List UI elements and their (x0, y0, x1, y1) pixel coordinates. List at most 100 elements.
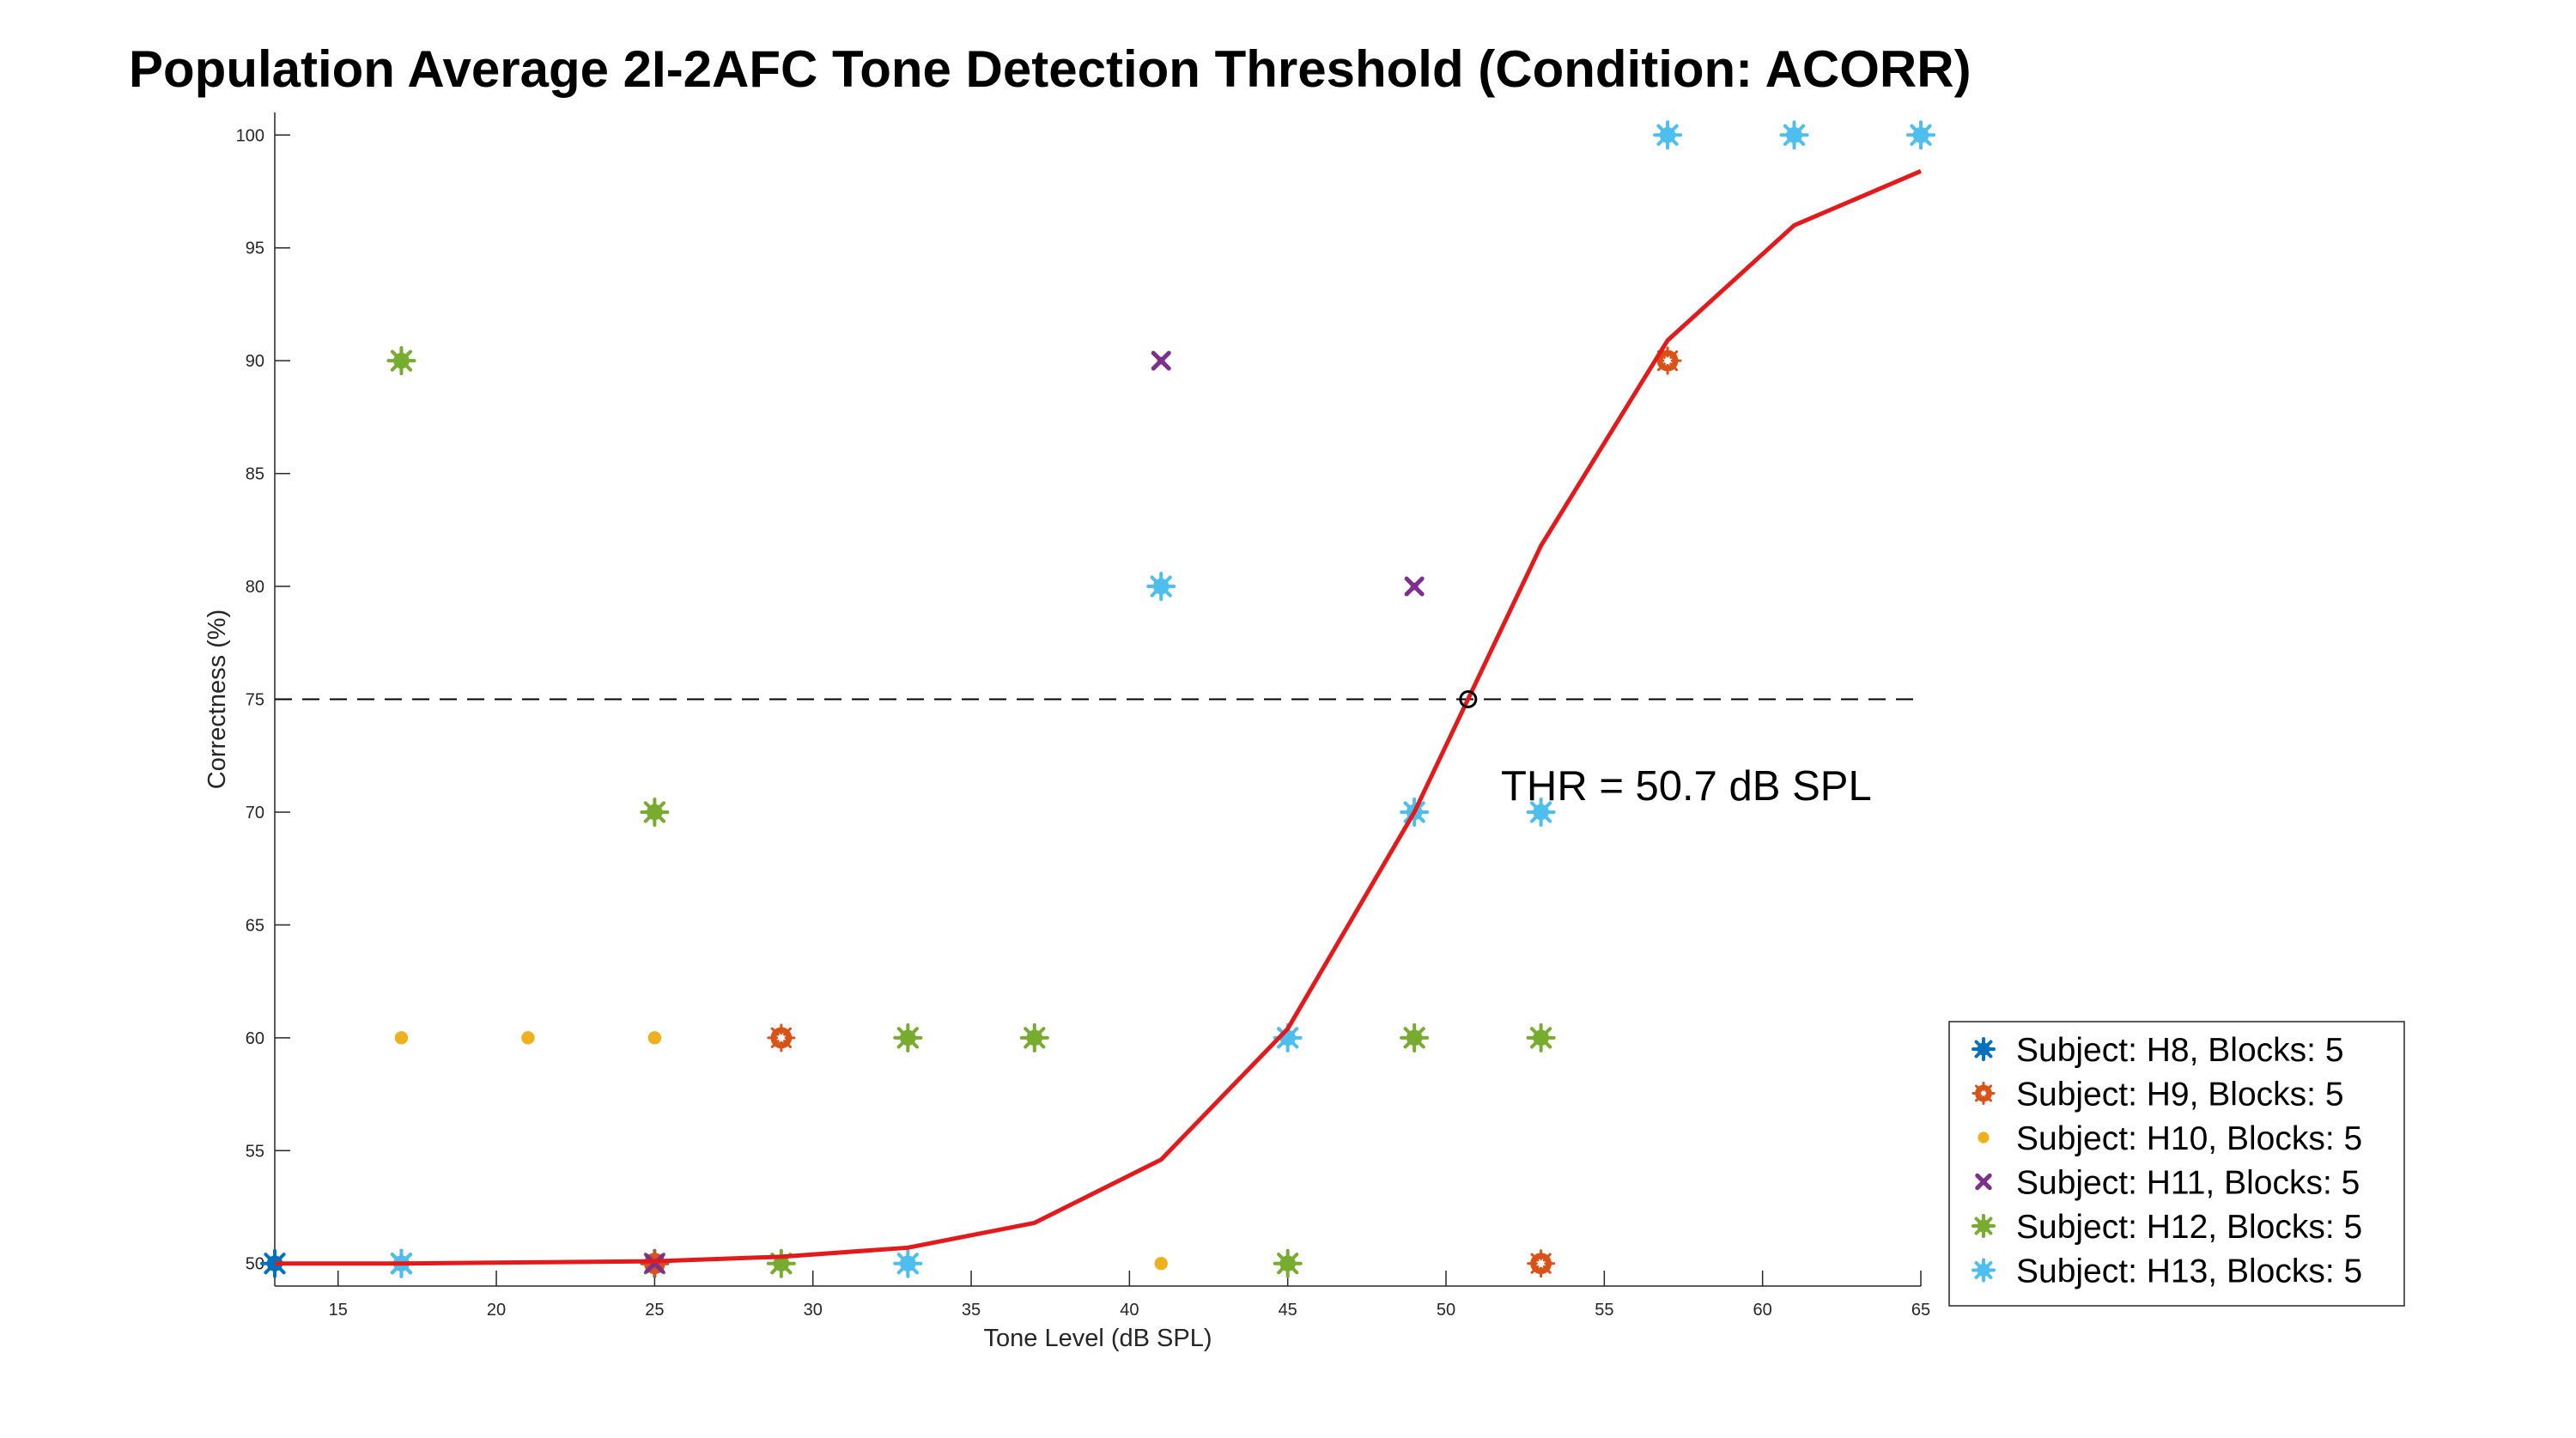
data-point (647, 1031, 662, 1045)
y-tick-label: 85 (246, 465, 264, 484)
marker-cross-core (1410, 582, 1419, 591)
legend-marker (1971, 1037, 1996, 1061)
x-tick-label: 45 (1279, 1301, 1297, 1320)
data-point (893, 1022, 923, 1053)
marker-spoke (783, 1040, 792, 1048)
annotations: THR = 50.7 dB SPL (1459, 690, 1872, 810)
legend-marker (1971, 1214, 1996, 1238)
marker-star-ray (1982, 1040, 1993, 1051)
legend[interactable]: Subject: H8, Blocks: 5 Subject: H9, Block… (1948, 1021, 2405, 1307)
y-tick-label: 80 (246, 578, 264, 597)
series-3-points (394, 1031, 1168, 1271)
y-tick-label: 65 (246, 916, 264, 935)
marker-dot (1154, 1257, 1168, 1271)
data-point (1154, 1257, 1168, 1271)
marker-spoke (1530, 1265, 1540, 1274)
threshold-marker (1459, 690, 1478, 708)
series-4-points (644, 350, 1425, 1274)
data-points (260, 120, 1935, 1278)
x-tick-label: 15 (329, 1301, 348, 1320)
y-tick-label: 70 (246, 804, 264, 822)
marker-star-ray (1285, 1027, 1299, 1040)
y-tick-label: 90 (246, 352, 264, 371)
legend-marker (1975, 1173, 1992, 1191)
marker-spoke (1669, 350, 1679, 359)
series-5-points (386, 346, 1556, 1278)
marker-star-ray (906, 1253, 919, 1265)
legend-entry: Subject: H10, Blocks: 5 (2016, 1120, 2362, 1157)
data-point (766, 1248, 796, 1278)
marker-star-ray (399, 349, 413, 363)
threshold-label: THR = 50.7 dB SPL (1501, 763, 1872, 810)
x-tick-label: 60 (1753, 1301, 1772, 1320)
chart-title: Population Average 2I-2AFC Tone Detectio… (129, 40, 1971, 98)
marker-spoke (770, 1027, 780, 1036)
marker-cross-core (1157, 356, 1165, 365)
legend-marker (1971, 1082, 1996, 1105)
data-point (1404, 576, 1425, 597)
data-point (1906, 120, 1935, 150)
marker-star-ray (906, 1027, 919, 1040)
marker-spoke (1530, 1253, 1540, 1262)
marker-spoke (770, 1040, 780, 1048)
marker-star-ray (1982, 1261, 1993, 1272)
legend-entry: Subject: H9, Blocks: 5 (2016, 1077, 2344, 1113)
marker-cross-core (1980, 1178, 1987, 1186)
marker-star-ray (1285, 1253, 1299, 1265)
marker-spoke (1975, 1084, 1983, 1093)
legend-entry: Subject: H8, Blocks: 5 (2016, 1032, 2344, 1069)
data-point (1527, 1249, 1556, 1278)
fit-curve-layer (275, 169, 1922, 1266)
data-point (386, 346, 416, 376)
series-2-points (640, 346, 1682, 1278)
marker-spoke (1656, 362, 1666, 372)
marker-spoke (1542, 1253, 1552, 1262)
series-6-points (386, 120, 1935, 1278)
legend-marker (1978, 1132, 1990, 1144)
marker-star-ray (1919, 124, 1932, 137)
marker-star-ray (1539, 801, 1552, 814)
data-point (1779, 120, 1809, 150)
data-point (1146, 572, 1176, 602)
marker-star-ray (1539, 1027, 1552, 1040)
marker-spoke (1669, 362, 1679, 372)
marker-dot (647, 1031, 662, 1045)
y-axis-label: Correctness (%) (204, 610, 231, 790)
y-tick-label: 60 (246, 1029, 264, 1048)
y-tick-label: 100 (236, 126, 264, 145)
data-point (1273, 1248, 1303, 1278)
marker-star-ray (1792, 124, 1806, 137)
x-tick-label: 50 (1437, 1301, 1455, 1320)
y-tick-label: 50 (246, 1255, 264, 1274)
marker-spoke (1984, 1094, 1992, 1102)
marker-star-ray (1666, 124, 1679, 137)
marker-star-ray (1032, 1027, 1046, 1040)
axes: 15 20 25 30 35 40 45 50 55 60 65 50 55 60 65 70 75 80 85 90… (204, 112, 1930, 1352)
y-tick-label: 75 (246, 691, 264, 710)
data-point (1400, 1022, 1430, 1053)
marker-star-ray (1413, 1027, 1425, 1040)
data-point (1151, 350, 1171, 371)
data-point (394, 1031, 409, 1045)
legend-entry: Subject: H11, Blocks: 5 (2016, 1165, 2360, 1202)
marker-dot (394, 1031, 409, 1045)
x-tick-label: 65 (1911, 1301, 1930, 1320)
legend-marker (1971, 1258, 1996, 1283)
marker-spoke (1984, 1084, 1992, 1093)
data-point (767, 1023, 796, 1053)
marker-dot (1978, 1132, 1990, 1144)
marker-star-ray (1159, 575, 1172, 589)
y-tick-label: 95 (246, 240, 264, 258)
marker-spoke (1975, 1094, 1983, 1102)
x-tick-label: 25 (645, 1301, 664, 1320)
x-tick-label: 20 (487, 1301, 506, 1320)
x-tick-label: 55 (1595, 1301, 1613, 1320)
legend-box (1948, 1021, 2405, 1307)
data-point (521, 1031, 535, 1045)
marker-star-ray (653, 801, 665, 814)
legend-entry: Subject: H12, Blocks: 5 (2016, 1209, 2362, 1246)
marker-star-ray (1982, 1217, 1993, 1228)
x-tick-label: 35 (962, 1301, 981, 1320)
data-point (1653, 120, 1683, 150)
